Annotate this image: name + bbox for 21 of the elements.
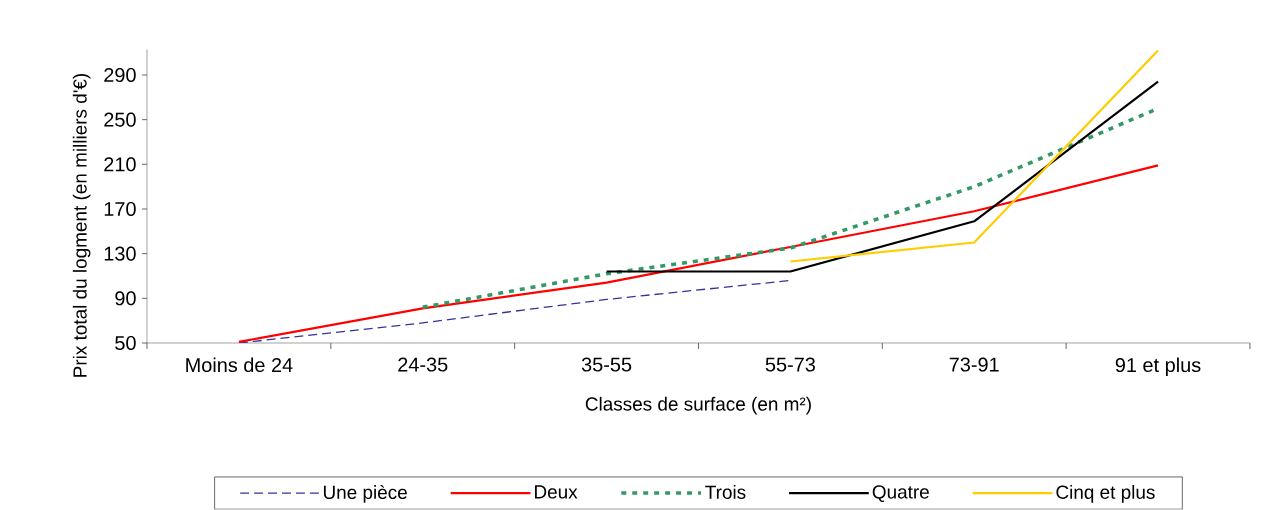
x-axis-title: Classes de surface (en m²) bbox=[585, 397, 811, 415]
y-axis-title: Prix total du logment (en milliers d'€) bbox=[72, 74, 91, 377]
y-tick-label: 210 bbox=[104, 157, 136, 172]
y-tick-label: 170 bbox=[104, 202, 136, 217]
legend-label: Deux bbox=[535, 485, 578, 499]
y-tick-label: 290 bbox=[104, 68, 136, 83]
legend-label: Une pièce bbox=[323, 485, 407, 504]
line-series bbox=[237, 164, 1160, 344]
y-tick-label: 90 bbox=[115, 291, 136, 306]
x-tick-label: 91 et plus bbox=[1115, 357, 1201, 377]
legend-label: Trois bbox=[705, 485, 746, 500]
y-tick-label: 250 bbox=[104, 112, 136, 127]
x-tick-label: 55-73 bbox=[765, 357, 815, 372]
y-tick-label: 130 bbox=[104, 246, 136, 261]
x-tick-label: 24-35 bbox=[398, 357, 448, 372]
x-tick-label: Moins de 24 bbox=[186, 357, 293, 373]
y-tick-label: 50 bbox=[115, 336, 136, 351]
x-tick-label: 35-55 bbox=[581, 357, 632, 372]
legend-label: Quatre bbox=[872, 485, 929, 503]
legend-label: Cinq et plus bbox=[1056, 485, 1155, 503]
x-tick-label: 73-91 bbox=[949, 357, 999, 372]
